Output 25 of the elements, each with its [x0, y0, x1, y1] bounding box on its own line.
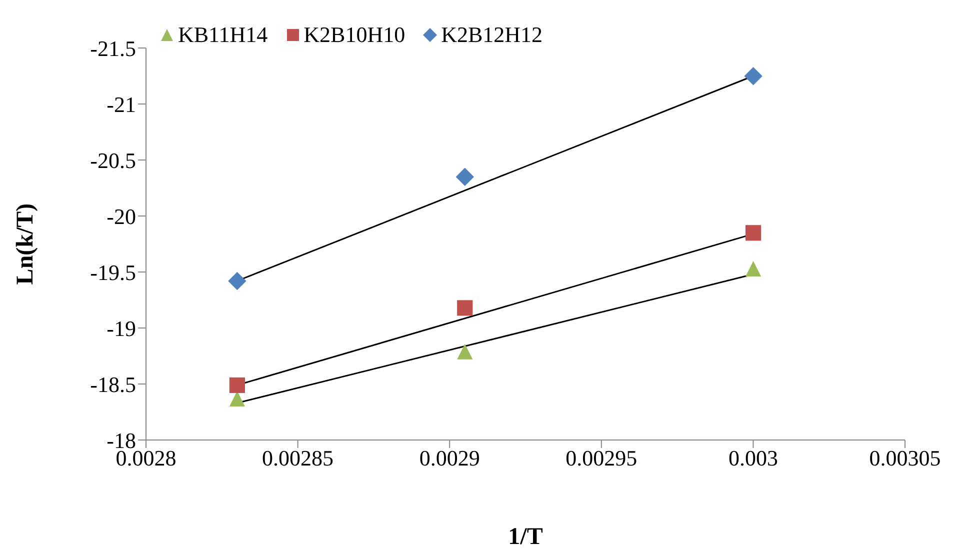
point — [456, 168, 474, 186]
y-tick-label: -20 — [106, 204, 136, 229]
x-tick-label: 0.00285 — [262, 446, 334, 471]
point — [228, 272, 246, 290]
legend-label: K2B12H12 — [441, 22, 543, 48]
x-tick-label: 0.00305 — [869, 446, 941, 471]
x-tick-label: 0.0029 — [419, 446, 480, 471]
point — [746, 260, 762, 277]
legend-label: K2B10H10 — [304, 22, 406, 48]
y-tick-label: -19 — [106, 316, 136, 341]
point — [229, 377, 245, 394]
y-tick-label: -20.5 — [90, 148, 136, 173]
point — [746, 225, 762, 241]
point — [457, 300, 473, 316]
y-tick-label: -21.5 — [90, 36, 136, 61]
x-axis-title: 1/T — [508, 524, 543, 550]
x-tick-label: 0.00295 — [566, 446, 638, 471]
y-axis-title: Ln(k/T) — [12, 203, 39, 285]
point — [457, 344, 473, 360]
x-tick-label: 0.003 — [728, 446, 778, 471]
legend-label: KB11H14 — [178, 22, 268, 48]
y-tick-label: -19.5 — [90, 260, 136, 285]
y-tick-label: -18.5 — [90, 372, 136, 397]
y-tick-label: -21 — [106, 92, 136, 117]
point — [744, 67, 762, 86]
